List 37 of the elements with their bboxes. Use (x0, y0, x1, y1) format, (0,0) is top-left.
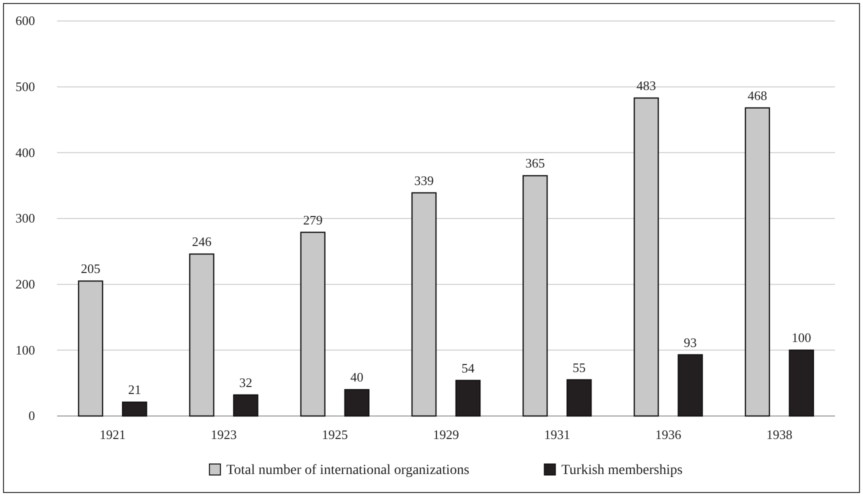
x-tick-label: 1936 (655, 427, 682, 442)
y-tick-label: 600 (16, 13, 35, 28)
data-label: 21 (128, 382, 142, 398)
y-tick-label: 500 (16, 78, 35, 94)
data-label: 339 (414, 172, 434, 188)
data-label: 468 (748, 88, 768, 103)
legend-label: Turkish memberships (561, 463, 683, 478)
x-tick-label: 1929 (433, 427, 459, 442)
data-label: 55 (572, 360, 586, 375)
legend-label: Total number of international organizations (226, 463, 470, 478)
data-label: 365 (525, 156, 545, 171)
y-tick-label: 400 (16, 144, 35, 160)
data-label: 32 (239, 374, 252, 390)
data-label: 100 (792, 330, 812, 346)
y-tick-label: 0 (28, 408, 35, 424)
y-tick-label: 300 (16, 210, 35, 226)
data-label: 246 (192, 234, 212, 250)
data-label: 93 (684, 334, 697, 350)
bar (678, 354, 703, 417)
bar (233, 394, 258, 417)
data-label: 279 (303, 212, 323, 228)
data-label: 54 (462, 360, 475, 376)
data-label: 40 (350, 370, 364, 385)
bar (788, 350, 814, 417)
bar (455, 380, 481, 417)
x-tick-label: 1923 (210, 427, 237, 442)
x-tick-label: 1931 (544, 427, 570, 442)
y-tick-label: 100 (16, 342, 35, 358)
y-tick-label: 200 (16, 276, 35, 292)
x-tick-label: 1938 (766, 427, 792, 442)
bar (122, 402, 148, 417)
x-tick-label: 1925 (322, 427, 348, 442)
data-label: 205 (80, 261, 100, 276)
bar (566, 379, 592, 417)
data-label: 483 (636, 78, 656, 94)
bar (344, 389, 370, 417)
x-tick-label: 1921 (100, 427, 126, 442)
